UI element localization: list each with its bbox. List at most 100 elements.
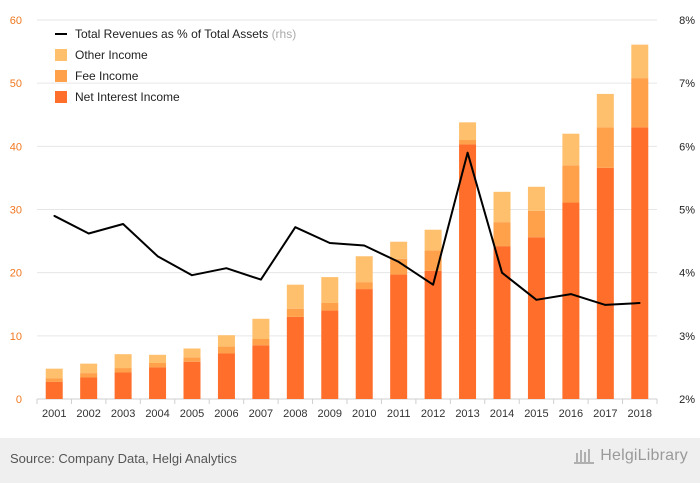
line-point [225, 267, 228, 270]
line-point [638, 302, 641, 304]
x-tick-label: 2014 [490, 408, 514, 420]
right-tick-label: 8% [679, 15, 695, 27]
bar-segment [286, 316, 304, 399]
bar-segment [562, 133, 580, 166]
x-tick-label: 2002 [76, 408, 100, 420]
bar-segment [45, 378, 63, 382]
right-tick-label: 3% [679, 331, 695, 343]
bar-segment [321, 277, 339, 303]
right-tick-label: 7% [679, 78, 695, 90]
bar-segment [114, 354, 132, 369]
bar-segment [527, 210, 545, 238]
bar-segment [183, 357, 201, 362]
bar-segment [390, 274, 408, 399]
x-tick-label: 2018 [628, 408, 652, 420]
x-tick-label: 2003 [111, 408, 135, 420]
bar-segment [45, 381, 63, 399]
line-point [260, 278, 262, 281]
line-point [535, 299, 538, 301]
left-tick-label: 60 [10, 15, 22, 27]
gridlines [37, 19, 657, 400]
x-tick-label: 2017 [593, 408, 617, 420]
line-point [122, 223, 124, 225]
line-point [604, 304, 607, 306]
bar-segment [355, 282, 373, 290]
bar-segment [252, 338, 270, 346]
x-tick-label: 2005 [180, 408, 204, 420]
x-tick-label: 2007 [249, 408, 273, 420]
bar-segment [596, 127, 614, 168]
left-tick-label: 50 [10, 78, 22, 90]
bar-segment [321, 302, 339, 311]
line-point [570, 293, 572, 295]
source-note: Source: Company Data, Helgi Analytics [10, 451, 237, 466]
bar-segment [390, 241, 408, 259]
bar-segment [459, 140, 477, 145]
line-point [191, 274, 193, 276]
line-point [397, 261, 400, 263]
legend-swatch [55, 70, 67, 82]
line-point [294, 226, 297, 228]
line-point [466, 151, 469, 154]
bar-segment [527, 186, 545, 211]
bar-segment [493, 246, 511, 399]
x-tick-label: 2009 [318, 408, 342, 420]
bar-segment [149, 367, 167, 399]
legend-swatch [55, 91, 67, 103]
line-point [53, 215, 56, 217]
left-tick-label: 40 [10, 141, 22, 153]
left-tick-label: 0 [16, 394, 22, 406]
bar-segment [631, 78, 649, 128]
bar-segment [183, 361, 201, 399]
bar-segment [114, 372, 132, 399]
bar-segment [424, 270, 442, 399]
bar-segment [390, 258, 408, 275]
line-point [501, 271, 503, 274]
bar-segment [286, 284, 304, 309]
line-point [156, 255, 159, 258]
x-tick-label: 2001 [42, 408, 66, 420]
bar-segment [252, 318, 270, 339]
line-point [87, 232, 90, 235]
bars [45, 44, 649, 399]
bar-segment [252, 345, 270, 399]
x-tick-label: 2013 [455, 408, 479, 420]
bar-segment [631, 127, 649, 399]
x-tick-label: 2004 [145, 408, 169, 420]
bar-segment [80, 373, 98, 378]
bar-segment [355, 289, 373, 399]
legend-label: Net Interest Income [75, 90, 180, 104]
x-tick-label: 2006 [214, 408, 238, 420]
x-tick-label: 2010 [352, 408, 376, 420]
bar-segment [286, 308, 304, 317]
bar-segment [459, 122, 477, 141]
bar-segment [45, 368, 63, 379]
right-tick-label: 4% [679, 268, 695, 280]
bar-segment [459, 144, 477, 399]
library-icon [574, 449, 595, 464]
legend-label: Other Income [75, 48, 148, 62]
bar-segment [527, 237, 545, 399]
right-tick-label: 6% [679, 141, 695, 153]
bar-segment [355, 256, 373, 283]
x-tick-label: 2012 [421, 408, 445, 420]
chart: 0 10 20 30 40 50 60 2% 3% 4% 5% 6% 7% 8% 2001 2002 2003 2… [10, 15, 695, 420]
bar-segment [631, 44, 649, 79]
revenue-ratio-line [53, 151, 641, 306]
left-tick-label: 10 [10, 331, 22, 343]
bar-segment [80, 363, 98, 374]
bar-segment [596, 93, 614, 128]
x-tick-label: 2008 [283, 408, 307, 420]
bar-segment [80, 377, 98, 399]
bar-segment [493, 222, 511, 247]
left-tick-label: 20 [10, 268, 22, 280]
right-tick-label: 5% [679, 205, 695, 217]
line-series [53, 151, 640, 306]
x-tick-label: 2015 [524, 408, 548, 420]
x-tick-label: 2016 [559, 408, 583, 420]
bar-segment [149, 354, 167, 363]
bar-segment [424, 229, 442, 251]
bar-segment [562, 165, 580, 203]
x-tick-label: 2011 [387, 408, 411, 420]
bar-segment [562, 202, 580, 399]
